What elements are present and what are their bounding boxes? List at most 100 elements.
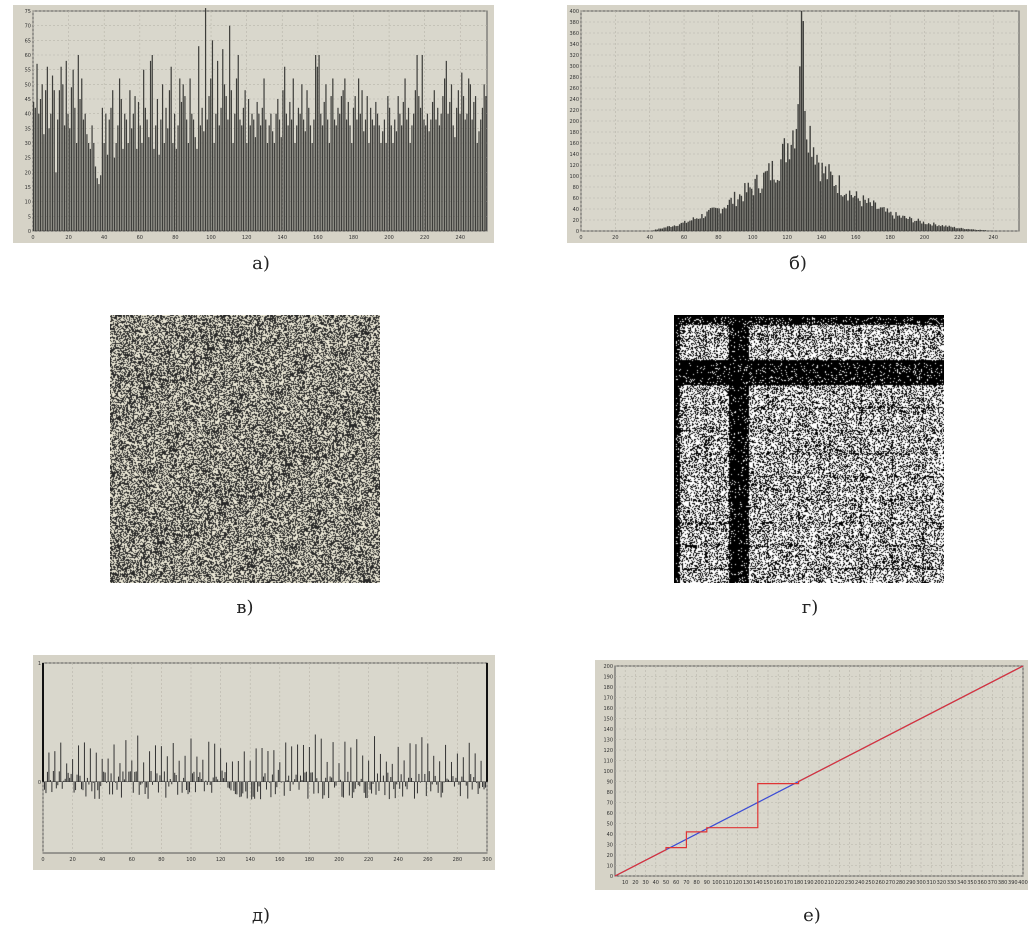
chart-b-bar bbox=[744, 183, 746, 231]
chart-b-ytick-label: 300 bbox=[569, 64, 579, 70]
chart-a-bar bbox=[368, 143, 370, 231]
chart-a-bar bbox=[290, 119, 293, 231]
chart-e-xtick-label: 160 bbox=[773, 880, 783, 886]
chart-d-xtick-label: 300 bbox=[482, 857, 492, 863]
chart-b-bar bbox=[850, 194, 853, 231]
chart-a-bar bbox=[296, 125, 298, 231]
chart-a-bar bbox=[122, 148, 124, 231]
chart-a-bar bbox=[409, 143, 411, 231]
caption-d: д) bbox=[251, 905, 271, 926]
chart-b-bar bbox=[890, 211, 892, 231]
chart-a-bar bbox=[253, 119, 255, 231]
chart-a-bar bbox=[349, 125, 351, 231]
chart-e-xtick-label: 290 bbox=[906, 880, 916, 886]
chart-b-bar bbox=[775, 182, 777, 231]
chart-e-ytick-label: 90 bbox=[607, 780, 613, 786]
chart-a-bar bbox=[112, 90, 114, 231]
chart-a-bar bbox=[268, 125, 270, 231]
chart-e-ytick-label: 20 bbox=[607, 853, 613, 859]
chart-a-bar bbox=[263, 78, 265, 231]
chart-b-bar bbox=[977, 230, 980, 231]
chart-b-xtick-label: 140 bbox=[817, 235, 827, 241]
chart-a-ytick-label: 50 bbox=[25, 82, 31, 88]
caption-e: е) bbox=[803, 905, 821, 926]
chart-a-bar bbox=[447, 113, 449, 231]
chart-a-ytick-label: 20 bbox=[25, 170, 31, 176]
chart-d-xtick-label: 280 bbox=[453, 857, 463, 863]
chart-b-bar bbox=[982, 230, 985, 231]
chart-b-bar bbox=[783, 138, 786, 231]
chart-b-bar bbox=[788, 159, 791, 231]
chart-a-bar bbox=[260, 125, 262, 231]
chart-b-bar bbox=[845, 193, 847, 231]
chart-b-bar bbox=[948, 225, 950, 231]
chart-b-bar bbox=[759, 192, 762, 231]
chart-b-bar bbox=[670, 226, 672, 231]
chart-b-ytick-label: 40 bbox=[573, 207, 579, 213]
chart-e-xtick-label: 70 bbox=[683, 880, 689, 886]
chart-e-ytick-label: 140 bbox=[603, 727, 613, 733]
chart-a-bar bbox=[168, 90, 171, 231]
chart-a-bar bbox=[340, 96, 343, 231]
caption-v: в) bbox=[236, 597, 254, 618]
chart-d-xtick-label: 160 bbox=[275, 857, 285, 863]
chart-b-bar bbox=[745, 192, 748, 231]
chart-e-xtick-label: 110 bbox=[722, 880, 732, 886]
chart-a-bar bbox=[301, 84, 303, 231]
chart-b-xtick-label: 60 bbox=[681, 235, 687, 241]
chart-e-xtick-label: 240 bbox=[855, 880, 865, 886]
chart-a-bar bbox=[449, 101, 451, 231]
chart-e-xtick-label: 350 bbox=[967, 880, 977, 886]
chart-b-bar bbox=[862, 195, 865, 231]
chart-e-xtick-label: 340 bbox=[957, 880, 967, 886]
chart-b-xtick-label: 20 bbox=[612, 235, 618, 241]
chart-d-xtick-label: 80 bbox=[158, 857, 164, 863]
chart-b-bar bbox=[806, 139, 808, 231]
chart-b-bar bbox=[787, 143, 789, 231]
chart-a-bar bbox=[45, 90, 47, 231]
chart-b-xtick-label: 240 bbox=[988, 235, 998, 241]
chart-e-xtick-label: 200 bbox=[814, 880, 824, 886]
chart-a-bar bbox=[280, 137, 282, 231]
chart-a-bar bbox=[382, 131, 384, 231]
chart-a-xtick-label: 120 bbox=[242, 235, 252, 241]
chart-b-bar bbox=[697, 218, 700, 231]
chart-e-xtick-label: 120 bbox=[733, 880, 743, 886]
chart-a-bar bbox=[287, 125, 289, 231]
chart-b-xtick-label: 180 bbox=[885, 235, 895, 241]
chart-a-bar bbox=[419, 107, 422, 231]
chart-e-xtick-label: 150 bbox=[763, 880, 773, 886]
chart-a-bar bbox=[62, 84, 64, 231]
chart-a-bar bbox=[46, 66, 48, 231]
chart-a-bar bbox=[158, 154, 160, 231]
chart-a-bar bbox=[284, 66, 286, 231]
chart-a-bar bbox=[51, 75, 54, 232]
chart-a-bar bbox=[354, 96, 356, 231]
chart-b-bar bbox=[678, 224, 681, 231]
chart-a-bar bbox=[464, 119, 466, 231]
chart-a-bar bbox=[311, 143, 313, 231]
chart-a-bar bbox=[75, 143, 78, 231]
chart-a-bar bbox=[442, 96, 444, 231]
chart-a-bar bbox=[234, 113, 236, 231]
chart-a-xtick-label: 60 bbox=[137, 235, 143, 241]
chart-b-bar bbox=[910, 218, 913, 231]
chart-b-bar bbox=[811, 156, 813, 231]
chart-a-bar bbox=[342, 90, 344, 231]
chart-a-bar bbox=[213, 143, 215, 231]
chart-b-bar bbox=[873, 200, 875, 231]
chart-a-bar bbox=[67, 113, 69, 231]
chart-b-bar bbox=[763, 172, 765, 231]
chart-b-bar bbox=[934, 224, 937, 231]
chart-b-ytick-label: 360 bbox=[569, 31, 579, 37]
chart-b-bar bbox=[701, 214, 703, 231]
chart-a-bar bbox=[371, 119, 373, 231]
chart-b-bar bbox=[902, 215, 904, 231]
chart-a-bar bbox=[175, 148, 177, 231]
chart-a-bar bbox=[153, 148, 155, 231]
chart-a-bar bbox=[392, 143, 394, 231]
chart-b-bar bbox=[976, 229, 978, 231]
chart-e-xtick-label: 380 bbox=[998, 880, 1008, 886]
chart-a-bar bbox=[333, 119, 336, 231]
chart-a-bar bbox=[315, 55, 317, 231]
